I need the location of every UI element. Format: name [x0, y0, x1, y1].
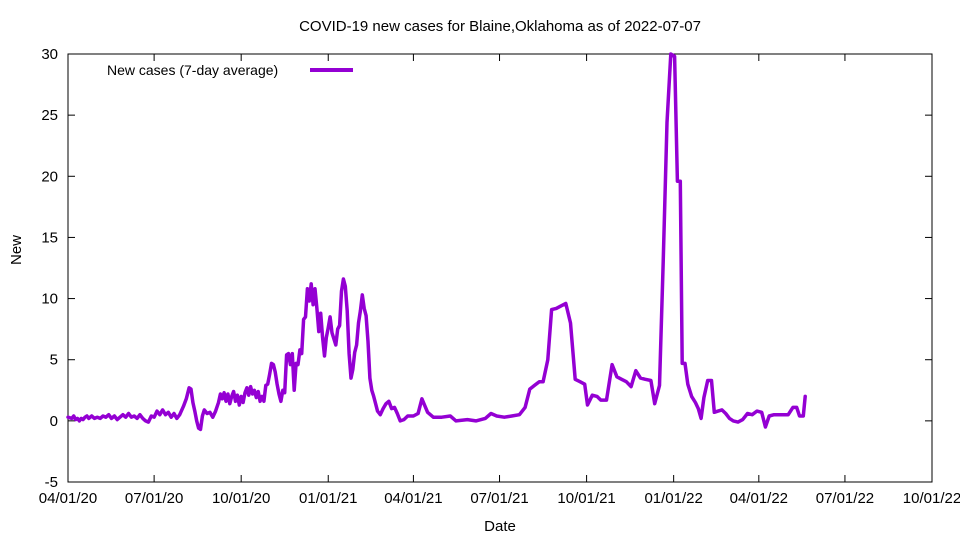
y-axis-label: New [8, 234, 25, 265]
x-axis-label: Date [484, 518, 516, 535]
series-line [66, 52, 807, 432]
legend-label: New cases (7-day average) [107, 62, 279, 78]
x-tick-label: 07/01/22 [816, 490, 874, 507]
x-tick-label: 01/01/21 [299, 490, 357, 507]
y-tick-label: 30 [41, 46, 58, 63]
y-tick-label: -5 [45, 474, 58, 491]
x-tick-label: 04/01/21 [384, 490, 442, 507]
x-tick-label: 10/01/21 [557, 490, 615, 507]
y-tick-label: 20 [41, 168, 58, 185]
x-tick-label: 04/01/22 [730, 490, 788, 507]
x-tick-label: 04/01/20 [39, 490, 97, 507]
y-tick-label: 5 [50, 352, 58, 369]
y-tick-label: 15 [41, 229, 58, 246]
y-tick-label: 0 [50, 413, 58, 430]
x-tick-label: 10/01/20 [212, 490, 270, 507]
x-tick-label: 10/01/22 [903, 490, 960, 507]
x-tick-label: 01/01/22 [644, 490, 702, 507]
x-tick-label: 07/01/21 [470, 490, 528, 507]
y-tick-label: 25 [41, 107, 58, 124]
chart-title: COVID-19 new cases for Blaine,Oklahoma a… [299, 18, 701, 35]
series-layer [66, 52, 807, 432]
y-tick-label: 10 [41, 291, 58, 308]
axes: -5 0 5 10 15 20 25 30 04/01/20 07/01/20 10/01/20 01… [39, 46, 960, 507]
x-tick-label: 07/01/20 [125, 490, 183, 507]
